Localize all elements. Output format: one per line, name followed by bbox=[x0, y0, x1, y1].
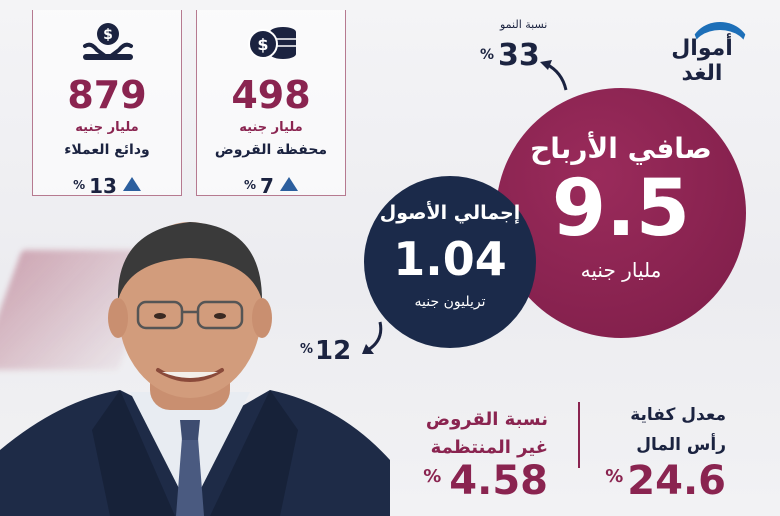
total-assets-value: 1.04 bbox=[393, 232, 507, 286]
profit-growth: % 33 bbox=[480, 38, 540, 73]
npl-label-line2: غير المنتظمة bbox=[430, 437, 548, 458]
loans-label: محفظة القروض bbox=[214, 142, 328, 158]
coins-icon: $ bbox=[197, 20, 345, 64]
svg-text:$: $ bbox=[257, 35, 268, 54]
logo-text: أموال الغد bbox=[671, 36, 734, 86]
loans-value: 498 bbox=[231, 73, 311, 117]
logo-ring-icon bbox=[690, 22, 750, 76]
net-profit-unit: مليار جنيه bbox=[580, 258, 662, 282]
percent-sign: % bbox=[300, 342, 314, 357]
percent-sign: % bbox=[480, 47, 495, 63]
money-hand-icon: $ bbox=[33, 20, 181, 64]
up-arrow-icon bbox=[122, 177, 141, 191]
deposits-value: 879 bbox=[67, 73, 147, 117]
npl-ratio-label: نسبة القروض غير المنتظمة bbox=[420, 406, 548, 462]
svg-text:$: $ bbox=[103, 27, 113, 43]
car-value: 24.6 bbox=[627, 458, 726, 504]
divider bbox=[578, 402, 580, 468]
deposits-label: ودائع العملاء bbox=[64, 142, 150, 158]
profit-growth-label: نسبة النمو bbox=[500, 18, 548, 31]
npl-label-line1: نسبة القروض bbox=[425, 409, 548, 430]
net-profit-title: صافي الأرباح bbox=[530, 132, 712, 165]
loans-growth-value: 7 bbox=[260, 174, 274, 198]
deposits-growth-value: 13 bbox=[89, 174, 117, 198]
loans-growth: % 7 bbox=[197, 174, 345, 198]
percent-sign: % bbox=[423, 466, 442, 487]
assets-growth-value: 12 bbox=[315, 336, 352, 366]
capital-adequacy-label: معدل كفاية رأس المال bbox=[590, 400, 726, 460]
npl-ratio-value: % 4.58 bbox=[420, 458, 548, 504]
car-label-line1: معدل كفاية bbox=[630, 405, 726, 425]
brand-logo: أموال الغد bbox=[656, 22, 752, 86]
executive-portrait bbox=[0, 222, 390, 516]
curved-arrow-icon bbox=[540, 60, 568, 91]
deposits-card: $ 879 مليار جنيه ودائع العملاء % 13 bbox=[32, 10, 182, 198]
deposits-unit: مليار جنيه bbox=[75, 120, 139, 135]
total-assets-title: إجمالي الأصول bbox=[379, 202, 521, 224]
up-arrow-icon bbox=[279, 177, 298, 191]
profit-growth-value: 33 bbox=[498, 38, 540, 73]
percent-sign: % bbox=[605, 466, 624, 487]
net-profit-value: 9.5 bbox=[551, 164, 691, 254]
total-assets-unit: تريليون جنيه bbox=[414, 294, 486, 310]
deposits-growth: % 13 bbox=[33, 174, 181, 198]
total-assets-circle: إجمالي الأصول 1.04 تريليون جنيه bbox=[364, 176, 536, 348]
percent-sign: % bbox=[73, 178, 86, 192]
capital-adequacy-value: % 24.6 bbox=[590, 458, 726, 504]
loans-unit: مليار جنيه bbox=[239, 120, 303, 135]
npl-value: 4.58 bbox=[449, 458, 548, 504]
curved-arrow-icon bbox=[362, 321, 383, 354]
percent-sign: % bbox=[244, 178, 257, 192]
net-profit-circle: صافي الأرباح 9.5 مليار جنيه bbox=[496, 88, 746, 338]
loans-card: $ 498 مليار جنيه محفظة القروض % 7 bbox=[196, 10, 346, 198]
assets-growth: %12 bbox=[300, 336, 351, 366]
car-label-line2: رأس المال bbox=[636, 435, 726, 455]
